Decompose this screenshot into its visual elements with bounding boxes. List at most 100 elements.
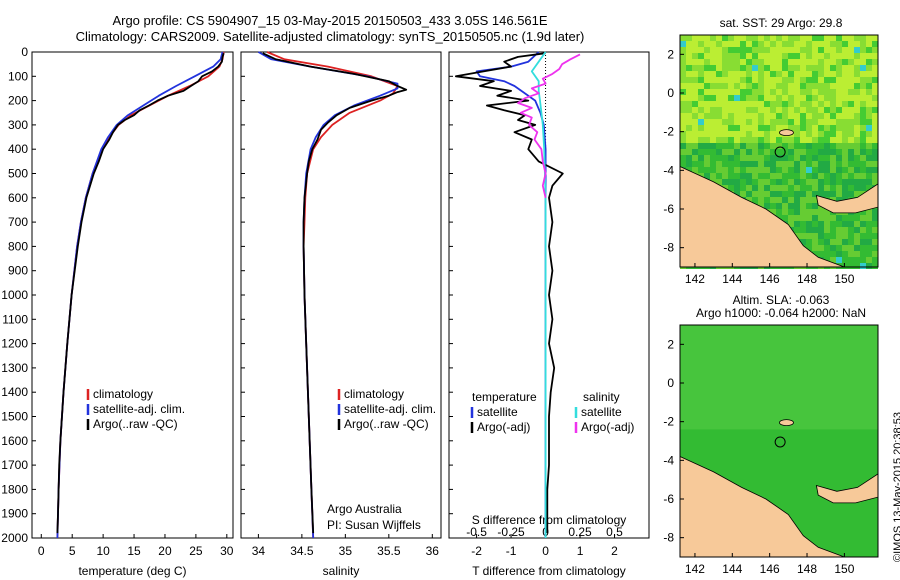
sst-cell xyxy=(836,173,842,179)
sst-cell xyxy=(806,221,812,227)
sst-cell xyxy=(872,257,878,263)
y-tick-label: 1400 xyxy=(1,385,28,399)
sst-cell xyxy=(836,125,842,131)
sst-cell xyxy=(866,263,872,269)
sst-cell xyxy=(782,59,788,65)
sst-cell xyxy=(806,197,812,203)
sst-cell xyxy=(698,53,704,59)
sst-cell xyxy=(716,125,722,131)
sst-cell xyxy=(740,131,746,137)
sst-cell xyxy=(770,83,776,89)
sst-cell xyxy=(716,113,722,119)
sst-cell xyxy=(770,203,776,209)
sst-cell xyxy=(824,59,830,65)
sst-cell xyxy=(854,89,860,95)
sst-cell xyxy=(746,113,752,119)
sst-cell xyxy=(854,227,860,233)
sst-cell xyxy=(770,173,776,179)
sst-cell xyxy=(812,203,818,209)
sst-cell xyxy=(692,41,698,47)
sst-cell xyxy=(764,83,770,89)
sst-cell xyxy=(704,137,710,143)
sst-cell xyxy=(842,161,848,167)
sst-cell xyxy=(842,155,848,161)
sst-cell xyxy=(740,77,746,83)
sst-cell xyxy=(848,215,854,221)
sst-cell xyxy=(830,41,836,47)
sst-cell xyxy=(812,125,818,131)
sst-cell xyxy=(710,35,716,41)
sst-cell xyxy=(794,83,800,89)
sst-cell xyxy=(806,185,812,191)
y-tick-label: 500 xyxy=(8,167,28,181)
sst-cell xyxy=(698,167,704,173)
sst-cell xyxy=(824,65,830,71)
sst-cell xyxy=(776,161,782,167)
sst-cell xyxy=(758,119,764,125)
sst-cell xyxy=(740,185,746,191)
sst-cell xyxy=(770,137,776,143)
sst-cell xyxy=(812,131,818,137)
sst-cell xyxy=(680,131,686,137)
sst-cell xyxy=(782,95,788,101)
sst-cell xyxy=(734,131,740,137)
sst-cell xyxy=(686,65,692,71)
sst-cell xyxy=(782,53,788,59)
sst-cell xyxy=(806,245,812,251)
sst-cell xyxy=(788,119,794,125)
sst-cell xyxy=(818,227,824,233)
sst-cell xyxy=(728,71,734,77)
sst-cell xyxy=(764,179,770,185)
sst-cell xyxy=(716,173,722,179)
sst-cell xyxy=(872,215,878,221)
sst-cell xyxy=(704,83,710,89)
x-tick-label: 10 xyxy=(96,544,110,558)
sst-cell xyxy=(692,77,698,83)
sst-cell xyxy=(746,95,752,101)
sst-cell xyxy=(860,41,866,47)
sst-cell xyxy=(800,143,806,149)
sst-cell xyxy=(764,167,770,173)
y-tick-label: 1600 xyxy=(1,434,28,448)
sst-cell xyxy=(812,239,818,245)
sst-cell xyxy=(824,167,830,173)
sst-cell xyxy=(734,35,740,41)
x-tick-label: 1 xyxy=(577,544,584,558)
sst-cell xyxy=(752,131,758,137)
sst-cell xyxy=(866,233,872,239)
sst-cell xyxy=(710,143,716,149)
sst-cell xyxy=(872,239,878,245)
sst-cell xyxy=(710,71,716,77)
sst-cell xyxy=(866,131,872,137)
sst-cell xyxy=(710,89,716,95)
sst-cell xyxy=(830,137,836,143)
sst-cell xyxy=(872,59,878,65)
sst-cell xyxy=(824,47,830,53)
sst-cell xyxy=(752,125,758,131)
sst-cell xyxy=(686,137,692,143)
sst-cell xyxy=(872,161,878,167)
sst-cell xyxy=(722,89,728,95)
s-tick-label: 0.5 xyxy=(606,525,623,539)
sst-cell xyxy=(746,161,752,167)
sst-cell xyxy=(686,95,692,101)
sst-cell xyxy=(764,185,770,191)
sst-cell xyxy=(818,77,824,83)
sst-cell xyxy=(680,149,686,155)
sst-cell xyxy=(680,143,686,149)
sst-cell xyxy=(710,101,716,107)
sst-cell xyxy=(830,221,836,227)
x-axis-label: salinity xyxy=(323,564,360,578)
y-tick-label: 600 xyxy=(8,191,28,205)
sst-cell xyxy=(824,239,830,245)
sst-cell xyxy=(860,215,866,221)
sst-cell xyxy=(872,113,878,119)
sst-cell xyxy=(764,95,770,101)
sst-cell xyxy=(686,83,692,89)
sst-cell xyxy=(812,251,818,257)
sst-cell xyxy=(776,83,782,89)
sst-cell xyxy=(686,161,692,167)
sst-cell xyxy=(866,47,872,53)
sst-cell xyxy=(848,185,854,191)
sst-cell xyxy=(860,185,866,191)
